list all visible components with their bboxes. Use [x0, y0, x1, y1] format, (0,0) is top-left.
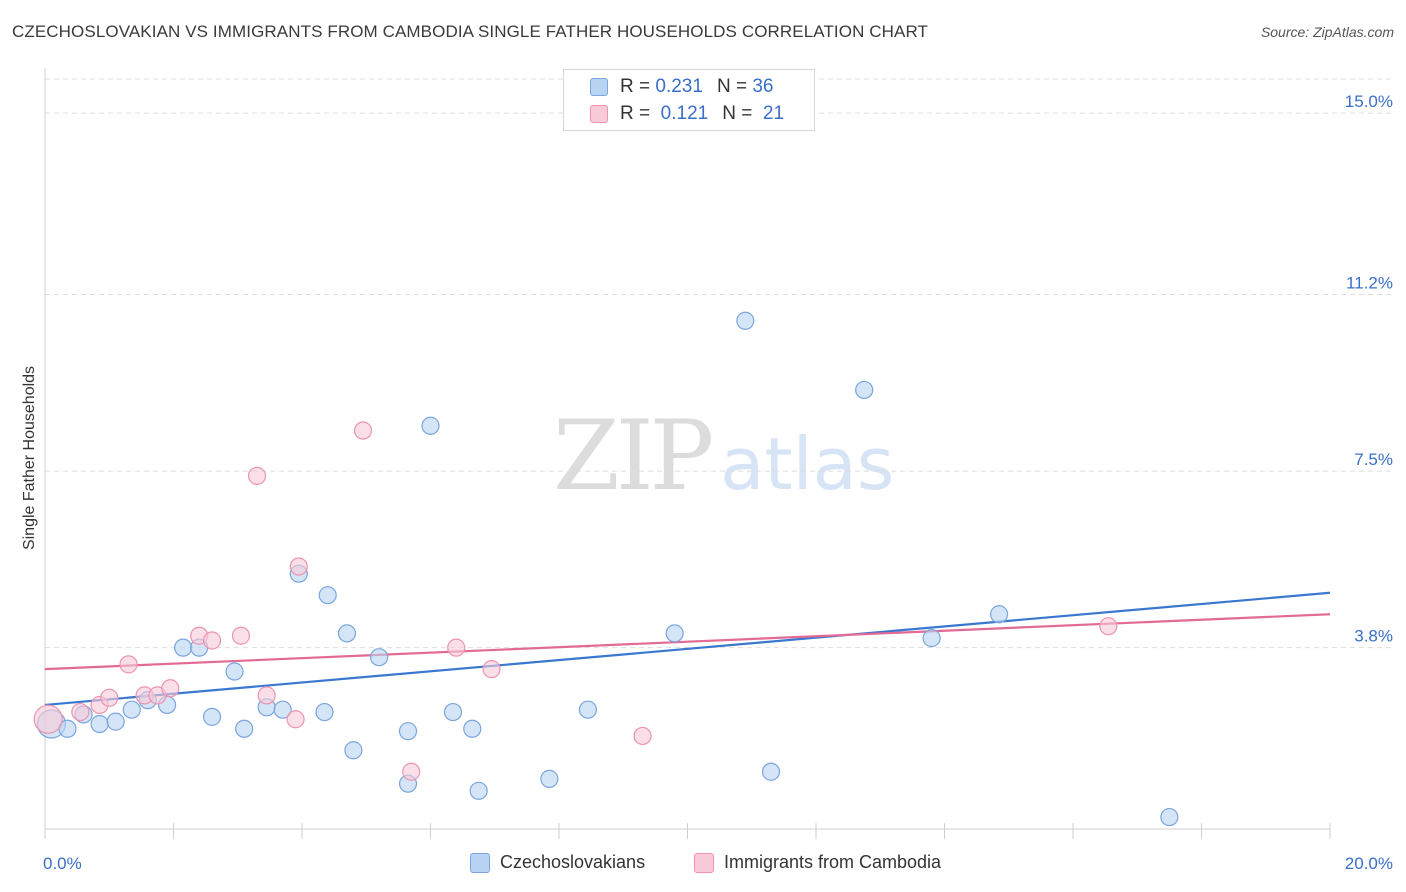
legend-r-value: 0.121 — [660, 103, 709, 124]
czech-point — [106, 712, 125, 731]
cambodia-point — [257, 686, 276, 705]
cambodia-swatch-icon — [694, 852, 714, 873]
legend-r-value: 0.231 — [655, 76, 703, 97]
czech-point — [344, 741, 363, 760]
y-tick-label: 11.2% — [1346, 274, 1393, 293]
bottom-legend-cambodia-label: Immigrants from Cambodia — [724, 852, 942, 872]
cambodia-point — [161, 679, 180, 698]
trend-layer — [44, 591, 1331, 707]
cambodia-point — [100, 688, 119, 707]
czech-point — [463, 719, 482, 738]
points-layer — [33, 311, 1179, 827]
cambodia-point — [482, 660, 501, 679]
bottom-legend-cambodia: Immigrants from Cambodia — [694, 852, 941, 873]
czech-point — [761, 762, 781, 781]
czech-swatch-icon — [590, 78, 608, 96]
y-tick-label: 7.5% — [1354, 450, 1393, 469]
cambodia-point — [447, 638, 466, 657]
czech-point — [665, 624, 684, 643]
czech-point — [922, 629, 941, 648]
watermark-zip: ZIP — [553, 400, 714, 512]
czech-trend-line — [44, 591, 1331, 707]
czech-point — [174, 638, 193, 657]
y-tick-label: 15.0% — [1345, 92, 1393, 111]
czech-swatch-icon — [470, 852, 490, 873]
czech-point — [398, 722, 418, 741]
y-tick-label: 3.8% — [1354, 627, 1393, 646]
czech-point — [273, 700, 292, 719]
czech-point — [235, 719, 254, 738]
watermark: ZIP atlas — [553, 400, 894, 512]
cambodia-point — [247, 466, 267, 485]
czech-point — [990, 605, 1009, 624]
bottom-legend-czech: Czechoslovakians — [470, 852, 645, 873]
czech-point — [443, 702, 463, 722]
cambodia-point — [1099, 617, 1118, 636]
cambodia-point — [231, 626, 251, 645]
tick-label-layer: 3.8% 7.5% 11.2% 15.0% 0.0% 20.0% — [43, 92, 1393, 873]
cambodia-point — [33, 704, 63, 734]
stats-legend: R = 0.231 N = 36 R = 0.121 N = 21 — [563, 69, 815, 131]
cambodia-point — [286, 710, 305, 729]
legend-r-label: R = — [620, 103, 651, 124]
cambodia-point — [353, 421, 373, 440]
legend-n-value: 36 — [752, 76, 774, 97]
cambodia-swatch-icon — [590, 105, 608, 123]
czech-point — [421, 416, 440, 435]
cambodia-point — [289, 557, 308, 576]
legend-n-value: 21 — [762, 103, 785, 124]
cambodia-point — [402, 762, 421, 781]
legend-n-label: N = — [716, 76, 748, 97]
czech-point — [315, 702, 334, 722]
czech-point — [370, 648, 389, 667]
czech-point — [318, 586, 337, 605]
czech-point — [540, 769, 559, 788]
axis-layer — [44, 68, 1331, 839]
czech-point — [90, 714, 109, 734]
czech-point — [855, 380, 874, 400]
x-tick-label: 20.0% — [1345, 854, 1393, 873]
czech-point — [337, 624, 357, 643]
legend-n-label: N = — [722, 103, 753, 124]
legend-r-label: R = — [620, 76, 651, 97]
watermark-atlas: atlas — [720, 422, 895, 506]
czech-point — [225, 662, 244, 681]
czech-point — [469, 781, 488, 800]
legend-row-cambodia: R = 0.121 N = 21 — [590, 102, 784, 126]
legend-row-czech: R = 0.231 N = 36 — [590, 75, 773, 99]
czech-point — [578, 700, 598, 719]
bottom-legend-czech-label: Czechoslovakians — [500, 852, 646, 872]
cambodia-point — [202, 631, 222, 650]
x-tick-label: 0.0% — [43, 854, 82, 873]
czech-point — [1160, 807, 1179, 827]
czech-point — [736, 311, 755, 330]
source-label: Source: ZipAtlas.com — [1260, 24, 1394, 40]
czech-point — [202, 707, 222, 726]
cambodia-point — [119, 655, 138, 674]
cambodia-point — [633, 726, 652, 746]
czech-point — [122, 700, 141, 719]
cambodia-point — [71, 702, 90, 722]
chart-title: CZECHOSLOVAKIAN VS IMMIGRANTS FROM CAMBO… — [12, 22, 929, 41]
grid-layer — [45, 78, 1395, 649]
